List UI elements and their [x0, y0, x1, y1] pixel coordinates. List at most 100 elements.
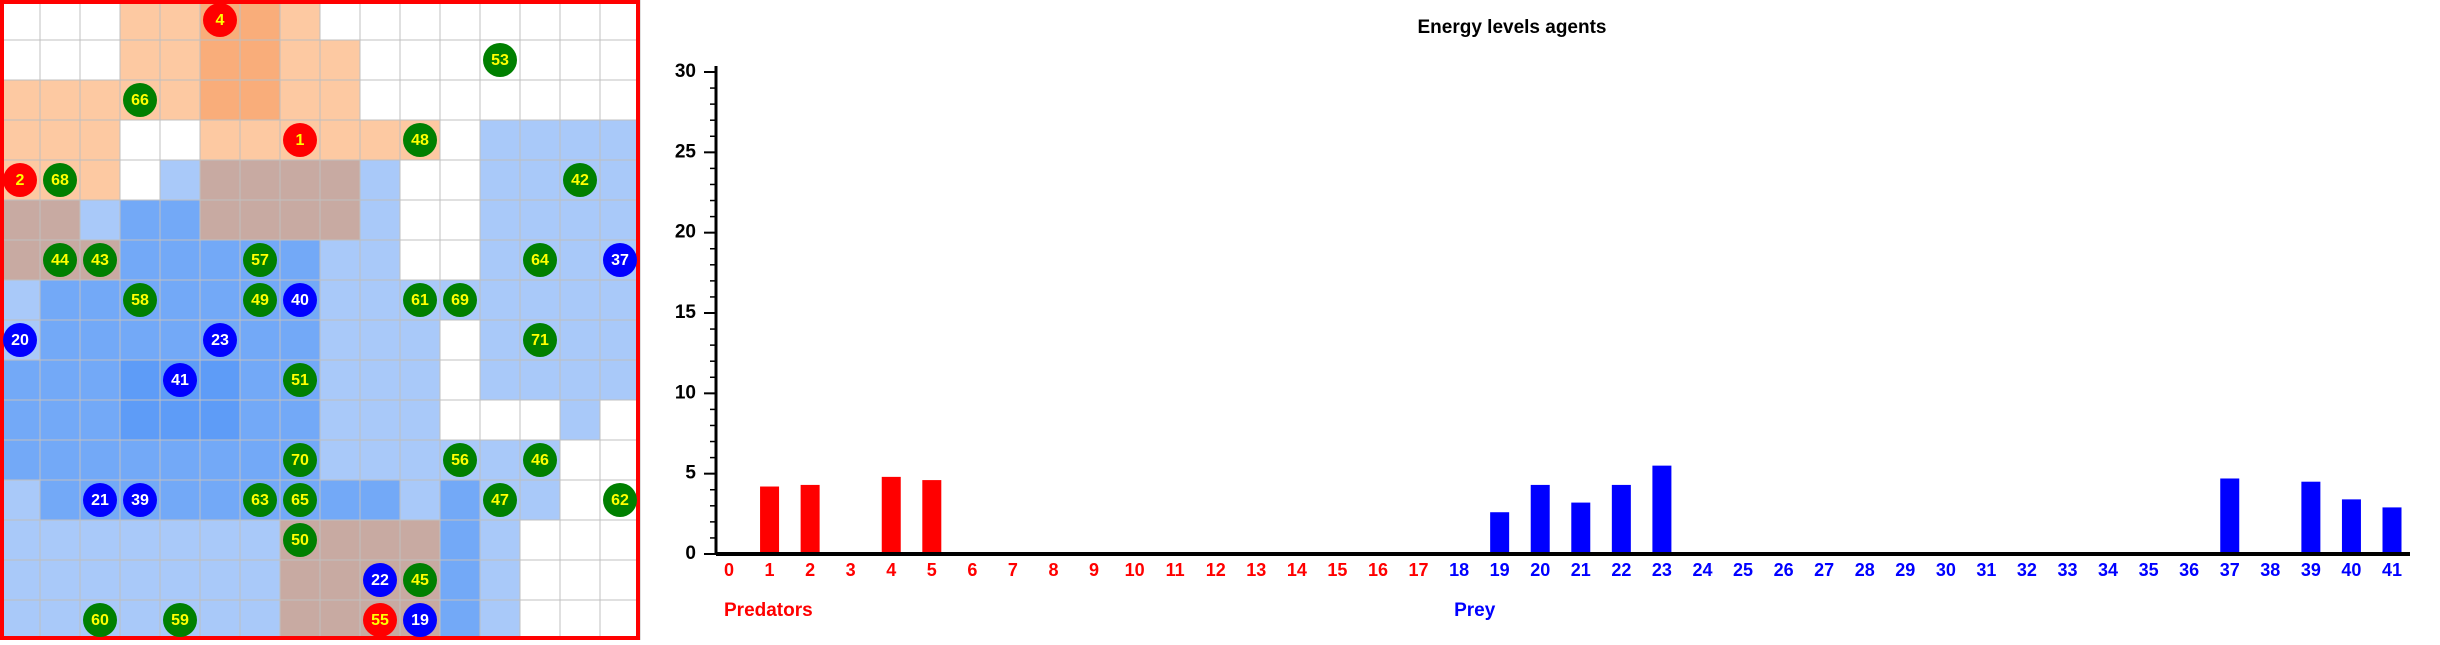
- grid-cell: [399, 319, 441, 361]
- y-tick-label: 15: [675, 302, 697, 323]
- x-tick-label: 30: [1936, 560, 1956, 580]
- grid-cell: [119, 319, 161, 361]
- grid-cell: [559, 279, 601, 321]
- agent-label: 4: [216, 12, 225, 29]
- grid-cell: [439, 0, 481, 41]
- y-tick-label: 5: [685, 463, 696, 484]
- x-tick-label: 23: [1652, 560, 1672, 580]
- grid-cell: [439, 119, 481, 161]
- grid-cell: [39, 399, 81, 441]
- grid-cell: [479, 0, 521, 41]
- x-tick-label: 24: [1692, 560, 1712, 580]
- grid-cell: [199, 239, 241, 281]
- grid-cell: [79, 119, 121, 161]
- grid-cell: [599, 39, 641, 81]
- agent-label: 40: [291, 292, 309, 309]
- x-tick-label: 27: [1814, 560, 1834, 580]
- grid-cell: [39, 359, 81, 401]
- agent-label: 43: [91, 252, 109, 269]
- agent-label: 19: [411, 612, 429, 629]
- agent-label: 45: [411, 572, 429, 589]
- grid-cell: [239, 0, 281, 41]
- agent-label: 37: [611, 252, 629, 269]
- grid-cell: [319, 239, 361, 281]
- grid-cell: [559, 559, 601, 601]
- grid-cell: [159, 439, 201, 481]
- grid-cell: [479, 439, 521, 481]
- grid-cell: [39, 279, 81, 321]
- grid-cell: [559, 359, 601, 401]
- legend-label: Predators: [724, 600, 813, 621]
- x-tick-label: 20: [1530, 560, 1550, 580]
- grid-cell: [119, 0, 161, 41]
- agent-label: 23: [211, 332, 229, 349]
- grid-cell: [359, 199, 401, 241]
- grid-cell: [319, 519, 361, 561]
- agent: [403, 603, 437, 637]
- y-tick-label: 20: [675, 222, 696, 243]
- grid-cell: [399, 39, 441, 81]
- agent: [43, 243, 77, 277]
- grid-cell: [0, 399, 41, 441]
- bar: [922, 480, 942, 554]
- grid-cell: [359, 0, 401, 41]
- grid-cell: [159, 479, 201, 521]
- grid-cell: [319, 39, 361, 81]
- x-tick-label: 1: [765, 560, 775, 580]
- grid-cell: [0, 439, 41, 481]
- grid-cell: [479, 519, 521, 561]
- grid-cell: [599, 559, 641, 601]
- grid-border: [0, 0, 640, 640]
- grid-cell: [119, 359, 161, 401]
- agent: [403, 283, 437, 317]
- grid-cell: [439, 559, 481, 601]
- grid-cell: [599, 199, 641, 241]
- grid-cell: [39, 0, 81, 41]
- grid-cell: [519, 119, 561, 161]
- grid-cell: [159, 319, 201, 361]
- grid-cell: [599, 159, 641, 201]
- agent: [43, 163, 77, 197]
- grid-cell: [359, 119, 401, 161]
- grid-cell: [279, 599, 321, 641]
- grid-cell: [0, 479, 41, 521]
- agent-label: 21: [91, 492, 109, 509]
- grid-cell: [519, 79, 561, 121]
- grid-cell: [159, 0, 201, 41]
- grid-cell: [159, 199, 201, 241]
- grid-cell: [39, 79, 81, 121]
- x-tick-label: 16: [1368, 560, 1388, 580]
- grid-cell: [119, 399, 161, 441]
- grid-cell: [439, 199, 481, 241]
- grid-cell: [79, 279, 121, 321]
- grid-cell: [519, 39, 561, 81]
- agent-label: 49: [251, 292, 269, 309]
- grid-cell: [559, 319, 601, 361]
- agent: [163, 603, 197, 637]
- grid-cell: [279, 399, 321, 441]
- grid-cell: [319, 199, 361, 241]
- agent: [83, 243, 117, 277]
- grid-cell: [319, 599, 361, 641]
- grid-cell: [359, 159, 401, 201]
- grid-cell: [319, 559, 361, 601]
- grid-cell: [599, 439, 641, 481]
- agent-label: 44: [51, 252, 69, 269]
- x-tick-label: 33: [2057, 560, 2077, 580]
- agent: [523, 443, 557, 477]
- grid-cell: [559, 199, 601, 241]
- x-tick-label: 4: [886, 560, 896, 580]
- world-grid: 4 53 66 1 48 2 68 42 44 43 57 64 37 58 49 40 61 69 20 23 71 4…: [0, 0, 641, 641]
- grid-cell: [239, 79, 281, 121]
- grid-cell: [359, 39, 401, 81]
- grid-cell: [39, 39, 81, 81]
- x-tick-label: 39: [2301, 560, 2321, 580]
- bar: [881, 476, 901, 554]
- grid-cell: [119, 239, 161, 281]
- grid-cell: [479, 319, 521, 361]
- grid-cell: [279, 79, 321, 121]
- grid-cell: [79, 359, 121, 401]
- grid-cell: [359, 279, 401, 321]
- grid-cell: [559, 119, 601, 161]
- agent: [283, 363, 317, 397]
